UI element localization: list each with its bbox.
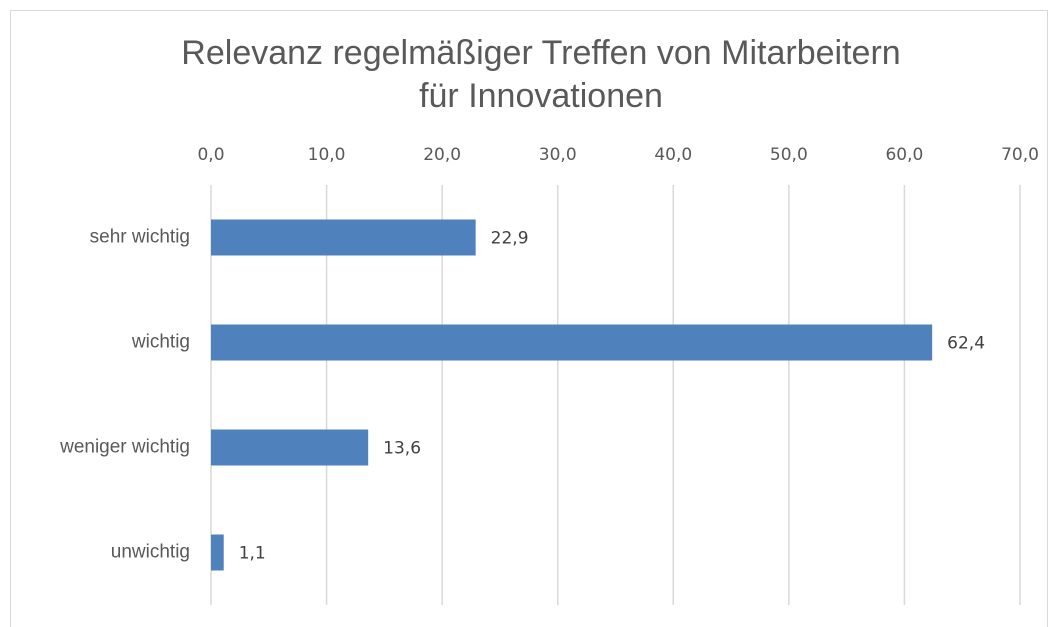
bar <box>211 429 369 466</box>
data-label: 13,6 <box>383 439 421 459</box>
x-tick-label: 70,0 <box>1001 145 1039 165</box>
x-tick-label: 40,0 <box>654 145 692 165</box>
category-label: wichtig <box>131 332 190 353</box>
x-tick-label: 20,0 <box>423 145 461 165</box>
x-tick-label: 50,0 <box>770 145 808 165</box>
bar <box>211 534 224 571</box>
data-label: 62,4 <box>947 334 985 354</box>
bar <box>211 324 933 361</box>
x-tick-label: 0,0 <box>197 145 224 165</box>
x-tick-label: 30,0 <box>539 145 577 165</box>
chart-title: Relevanz regelmäßiger Treffen von Mitarb… <box>181 34 900 72</box>
x-tick-label: 60,0 <box>885 145 923 165</box>
category-label: sehr wichtig <box>90 227 190 248</box>
data-label: 22,9 <box>491 229 529 249</box>
x-tick-label: 10,0 <box>308 145 346 165</box>
bar <box>211 219 476 256</box>
category-label: unwichtig <box>111 542 190 563</box>
category-label: weniger wichtig <box>59 437 190 458</box>
data-label: 1,1 <box>239 544 266 564</box>
chart-title: für Innovationen <box>419 77 663 115</box>
chart-frame <box>10 10 1048 627</box>
